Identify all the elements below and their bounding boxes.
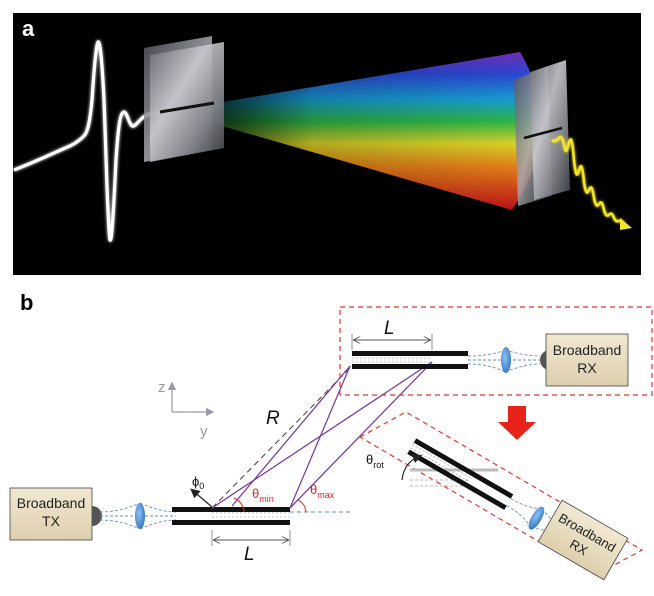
rotated-lens-icon — [528, 506, 545, 530]
bottom-waveguide — [172, 507, 350, 525]
tx-box — [9, 487, 93, 541]
spectrum-fan — [188, 52, 542, 210]
rx-rotated-box — [537, 499, 629, 581]
phi-label: ϕ0 — [192, 474, 204, 491]
ray-dashed — [211, 367, 351, 509]
axis-y-label: y — [200, 423, 208, 440]
panel-b: b z y Broadband TX — [9, 290, 653, 581]
rx-lens-icon — [501, 347, 511, 373]
broadband-rx-rotated: Broadband RX — [537, 499, 629, 581]
axis-z-label: z — [158, 379, 166, 396]
tx-label-line2: TX — [42, 513, 61, 529]
tx-emitter-icon — [92, 506, 102, 526]
rx-beam — [467, 347, 550, 373]
rx-label-line2: RX — [577, 360, 597, 376]
theta-rot-label: θrot — [366, 452, 384, 470]
panel-a-letter: a — [22, 16, 35, 41]
tx-label-line1: Broadband — [17, 495, 86, 511]
ray-3 — [289, 365, 351, 509]
broadband-rx: Broadband RX — [545, 333, 629, 387]
panel-b-letter: b — [20, 290, 33, 315]
dimension-top: L — [351, 318, 433, 350]
rotation-arrow-icon — [498, 406, 536, 440]
ray-1 — [211, 361, 433, 509]
rx-box — [545, 333, 629, 387]
tx-lens-icon — [135, 503, 145, 529]
rx-dashed-box — [339, 306, 653, 396]
length-label-bottom: L — [244, 544, 255, 565]
theta-max-label: θmax — [310, 482, 335, 500]
distance-label: R — [266, 408, 280, 429]
tx-beam — [99, 502, 177, 530]
dimension-bottom: L — [211, 530, 291, 565]
ray-paths — [211, 361, 433, 509]
output-slit-assembly — [514, 60, 570, 206]
theta-min-label: θmin — [252, 486, 274, 504]
output-arrow — [620, 218, 632, 230]
input-pulse-waveform — [13, 40, 161, 242]
top-waveguide — [352, 351, 468, 369]
input-slit-assembly — [144, 36, 224, 162]
rx-label-line1: Broadband — [553, 342, 622, 358]
length-label-top: L — [384, 318, 395, 339]
broadband-tx: Broadband TX — [9, 487, 102, 541]
ray-4 — [289, 361, 433, 509]
panel-a: a — [13, 13, 641, 275]
ray-2 — [231, 365, 351, 507]
rotated-rx-assembly: θrot — [366, 438, 573, 545]
rotated-dashed-box — [358, 411, 644, 576]
output-pulse-waveform — [551, 135, 626, 225]
axes-indicator: z y — [158, 379, 215, 440]
angle-markers — [190, 488, 307, 513]
